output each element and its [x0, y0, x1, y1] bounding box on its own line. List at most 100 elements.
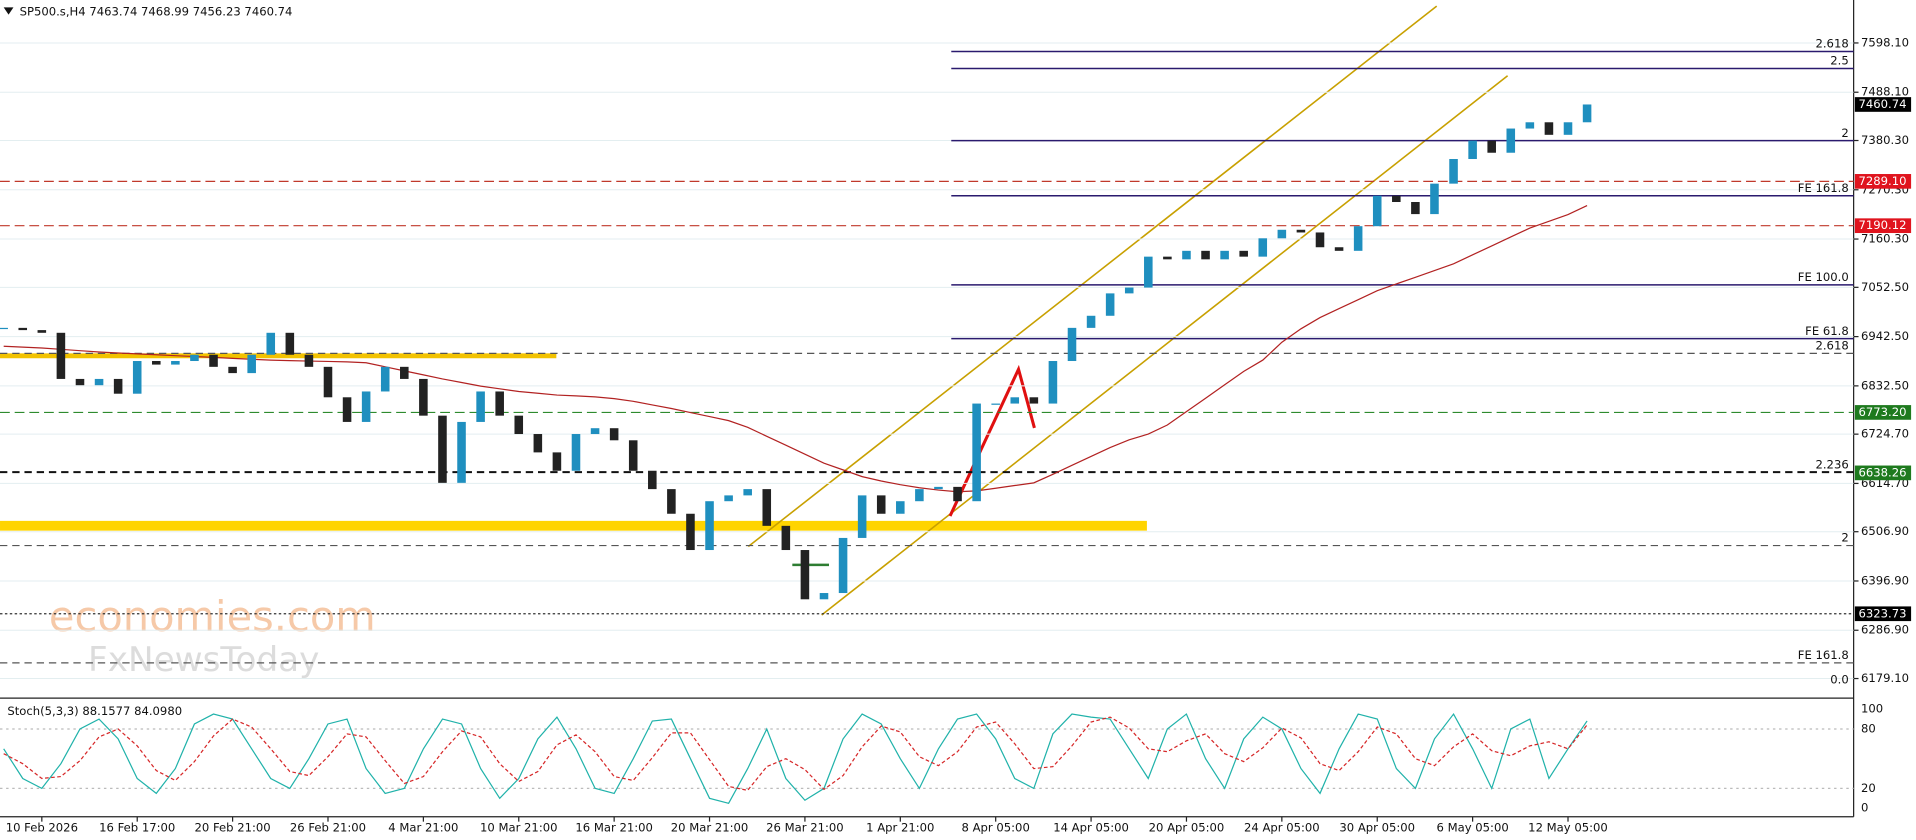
y-tick-label: 6724.70	[1861, 427, 1909, 441]
candle	[838, 537, 848, 594]
candle	[1029, 397, 1039, 404]
candle	[1544, 122, 1554, 135]
channel-line	[821, 75, 1509, 616]
x-tick-label: 16 Mar 21:00	[575, 820, 653, 834]
level-label: 2.236	[1815, 457, 1848, 471]
x-tick-label: 8 Apr 05:00	[962, 820, 1030, 834]
candle	[1201, 250, 1210, 260]
level-label: FE 61.8	[1805, 324, 1849, 338]
candle	[991, 403, 1000, 405]
candle	[1010, 397, 1020, 404]
level-label: 0.0	[1830, 672, 1848, 686]
y-tick-label: 7488.10	[1861, 85, 1909, 99]
y-tick-label: 6832.50	[1861, 378, 1909, 392]
candle	[533, 434, 543, 453]
candle	[857, 495, 867, 538]
candle	[228, 366, 237, 374]
candle	[686, 513, 695, 551]
y-tick-label: 7598.10	[1861, 35, 1909, 49]
candle	[361, 391, 371, 422]
candle	[266, 332, 276, 355]
candle	[1124, 287, 1134, 294]
candle	[419, 378, 428, 416]
candle	[590, 428, 600, 435]
x-tick-label: 14 Apr 05:00	[1053, 820, 1129, 834]
zone	[0, 353, 557, 359]
candle	[1411, 202, 1420, 215]
y-tick-label: 6942.50	[1861, 329, 1909, 343]
price-label-box	[1854, 465, 1912, 481]
candle	[1163, 256, 1172, 260]
candle	[1506, 128, 1516, 153]
candle	[400, 366, 409, 379]
candle	[190, 354, 199, 362]
price-label-box	[1854, 405, 1912, 420]
stoch-tick-label: 20	[1861, 781, 1876, 795]
candle	[18, 327, 28, 331]
candle	[113, 378, 123, 394]
y-tick-label: 6179.10	[1861, 671, 1909, 685]
candle	[37, 330, 47, 333]
moving-average	[3, 204, 1588, 493]
x-tick-label: 1 Apr 21:00	[866, 820, 934, 834]
x-tick-label: 12 May 05:00	[1528, 820, 1608, 834]
y-tick-label: 7160.30	[1861, 232, 1909, 246]
price-label-box	[1854, 606, 1912, 622]
candle	[171, 361, 180, 365]
x-tick-label: 24 Apr 05:00	[1244, 820, 1320, 834]
candle	[285, 332, 295, 355]
candle	[552, 452, 562, 471]
price-label-box	[1854, 174, 1912, 189]
candle	[1525, 122, 1535, 129]
y-tick-label: 6286.90	[1861, 623, 1909, 637]
candle	[457, 421, 466, 483]
candle	[1315, 232, 1325, 248]
candle	[304, 354, 314, 367]
level-label: FE 161.8	[1798, 648, 1849, 662]
candle	[209, 354, 218, 367]
price-label: 7289.10	[1859, 174, 1907, 188]
candle	[476, 391, 485, 422]
candle	[1372, 195, 1382, 227]
candle	[94, 378, 104, 386]
candle	[667, 489, 676, 514]
level-label: 2.618	[1815, 339, 1848, 353]
candle	[609, 428, 619, 441]
price-label: 6773.20	[1859, 405, 1907, 419]
level-label: 2.618	[1815, 37, 1848, 51]
candle	[132, 361, 142, 394]
x-tick-label: 6 May 05:00	[1437, 820, 1509, 834]
candle	[380, 366, 390, 392]
level-label: FE 100.0	[1798, 270, 1849, 284]
x-tick-label: 4 Mar 21:00	[388, 820, 458, 834]
candle	[1239, 250, 1248, 257]
x-tick-label: 20 Mar 21:00	[671, 820, 749, 834]
candle	[724, 495, 733, 502]
candle	[1468, 140, 1477, 160]
candle	[800, 550, 810, 600]
candle	[1067, 327, 1077, 362]
price-label: 6323.73	[1859, 606, 1907, 620]
x-tick-label: 20 Apr 05:00	[1149, 820, 1225, 834]
price-label: 6638.26	[1859, 465, 1907, 479]
candle	[247, 354, 256, 374]
watermark: FxNewsToday	[88, 640, 319, 680]
y-tick-label: 7052.50	[1861, 280, 1909, 294]
stoch-k	[3, 712, 1588, 805]
y-tick-label: 6396.90	[1861, 573, 1909, 587]
candle	[1105, 293, 1115, 316]
candle	[0, 327, 8, 330]
candle	[1086, 315, 1096, 328]
level-label: 2	[1841, 126, 1848, 140]
price-label: 7190.12	[1859, 218, 1907, 232]
candle	[323, 366, 333, 398]
price-label: 7460.74	[1859, 97, 1907, 111]
candle	[438, 415, 447, 483]
y-tick-label: 7380.30	[1861, 133, 1909, 147]
candle	[1353, 226, 1363, 251]
candle	[1258, 238, 1268, 257]
y-tick-label: 6506.90	[1861, 524, 1909, 538]
